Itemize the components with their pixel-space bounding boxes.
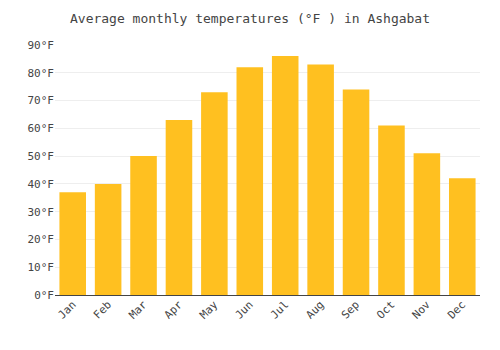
svg-text:Average monthly temperatures (: Average monthly temperatures (°F ) in As… [70,11,430,26]
svg-text:Apr: Apr [162,298,186,322]
svg-text:Sep: Sep [339,298,362,321]
svg-text:Aug: Aug [303,298,326,321]
svg-text:90°F: 90°F [28,39,55,52]
svg-text:Dec: Dec [445,298,468,321]
svg-text:Feb: Feb [91,298,114,321]
svg-text:50°F: 50°F [28,150,55,163]
svg-text:Jul: Jul [268,298,291,321]
svg-text:Jan: Jan [55,298,78,321]
svg-text:80°F: 80°F [28,67,55,80]
svg-text:May: May [197,298,221,322]
svg-text:30°F: 30°F [28,206,55,219]
svg-text:10°F: 10°F [28,261,55,274]
svg-text:70°F: 70°F [28,94,55,107]
svg-text:Nov: Nov [410,298,434,322]
svg-text:60°F: 60°F [28,122,55,135]
svg-text:0°F: 0°F [34,289,54,302]
svg-text:Oct: Oct [374,298,397,321]
svg-text:Jun: Jun [233,298,256,321]
svg-text:Mar: Mar [126,298,150,322]
svg-text:20°F: 20°F [28,233,55,246]
svg-text:40°F: 40°F [28,178,55,191]
